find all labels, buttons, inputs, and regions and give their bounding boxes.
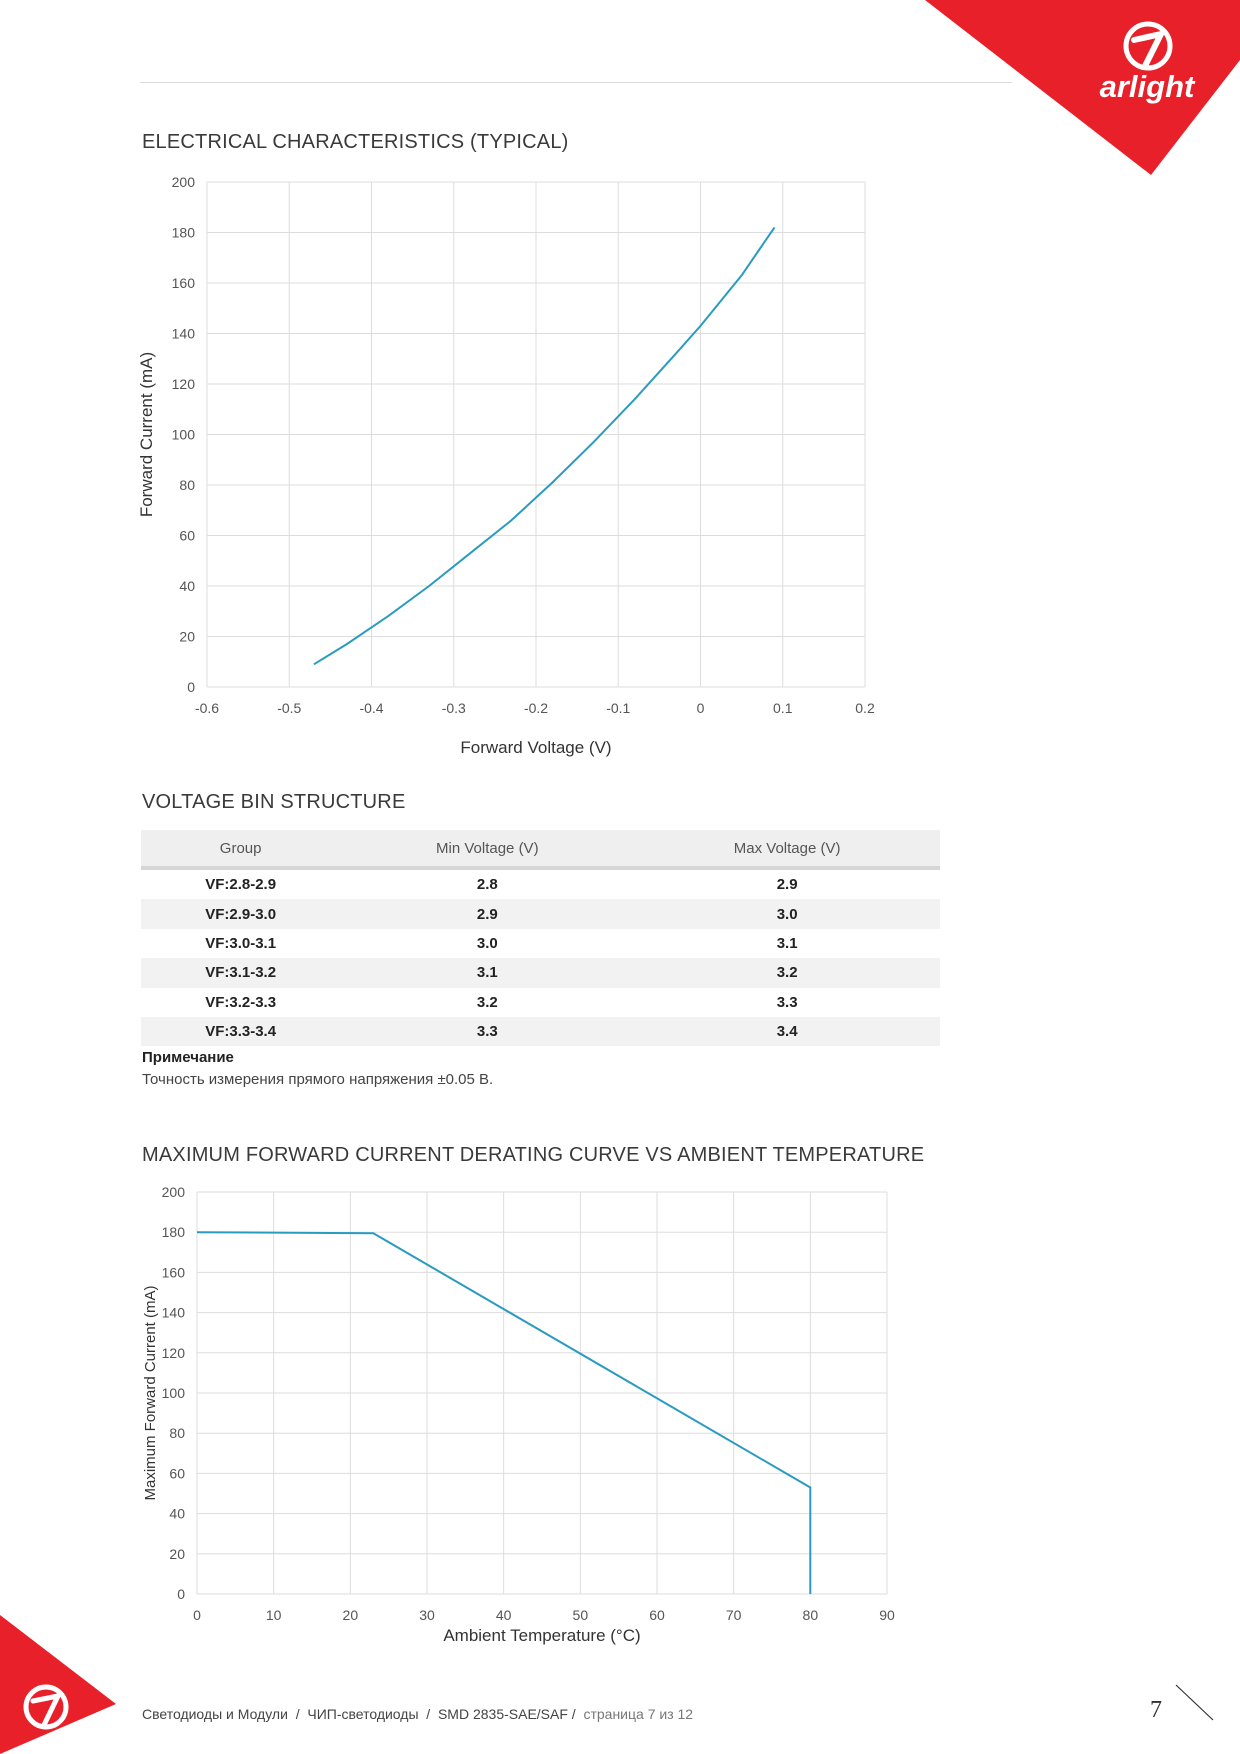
footer-page-info: страница 7 из 12 xyxy=(583,1706,694,1722)
x-tick-label: 0.2 xyxy=(855,700,875,716)
y-tick-label: 80 xyxy=(169,1425,185,1441)
header-max-voltage: Max Voltage (V) xyxy=(634,830,940,870)
x-tick-label: -0.6 xyxy=(195,700,219,716)
footer-separator: / xyxy=(426,1706,431,1722)
cell-max: 3.1 xyxy=(776,934,798,952)
x-tick-label: 30 xyxy=(419,1607,435,1623)
section-title-voltage-bin: VOLTAGE BIN STRUCTURE xyxy=(142,791,406,813)
section-title-electrical: ELECTRICAL CHARACTERISTICS (TYPICAL) xyxy=(142,131,569,153)
y-tick-label: 200 xyxy=(162,1184,186,1200)
cell-max: 3.0 xyxy=(634,899,940,929)
header-group: Group xyxy=(141,830,341,870)
footer-separator: / xyxy=(571,1706,576,1722)
note-title: Примечание xyxy=(142,1049,234,1066)
y-tick-label: 160 xyxy=(172,275,196,291)
arlight-logo-icon xyxy=(1123,21,1173,71)
table-row: VF:3.3-3.4 3.3 3.4 xyxy=(141,1016,940,1047)
y-tick-label: 20 xyxy=(169,1546,185,1562)
x-tick-label: 0.1 xyxy=(773,700,793,716)
footer-crumb-chip-leds[interactable]: ЧИП-светодиоды xyxy=(307,1706,419,1722)
y-tick-label: 0 xyxy=(177,1586,185,1602)
y-tick-label: 180 xyxy=(162,1224,186,1240)
cell-group: VF:3.2-3.3 xyxy=(205,993,277,1011)
table-row: VF:3.0-3.1 3.0 3.1 xyxy=(141,929,940,958)
cell-group: VF:3.1-3.2 xyxy=(141,958,341,988)
table-row: VF:2.8-2.9 2.8 2.9 xyxy=(141,868,940,899)
section-title-derating: MAXIMUM FORWARD CURRENT DERATING CURVE V… xyxy=(142,1144,925,1166)
y-tick-label: 180 xyxy=(172,225,196,241)
y-tick-label: 140 xyxy=(172,326,196,342)
x-tick-label: -0.2 xyxy=(524,700,548,716)
x-tick-label: 20 xyxy=(343,1607,359,1623)
y-tick-label: 140 xyxy=(162,1305,186,1321)
chart-derating-curve: 0 10 20 30 40 50 60 70 80 90 0 20 40 60 80 100 120 140 160… xyxy=(142,1184,895,1645)
cell-group: VF:3.3-3.4 xyxy=(141,1016,341,1047)
x-tick-label: -0.1 xyxy=(606,700,630,716)
cell-max: 3.4 xyxy=(634,1016,940,1047)
footer-crumb-product[interactable]: SMD 2835-SAE/SAF xyxy=(437,1706,568,1722)
table-row: VF:2.9-3.0 2.9 3.0 xyxy=(141,899,940,929)
cell-min: 3.1 xyxy=(340,958,635,988)
y-tick-label: 60 xyxy=(169,1465,185,1481)
footer-crumb-leds-modules[interactable]: Светодиоды и Модули xyxy=(142,1706,288,1722)
voltage-bin-table: Group Min Voltage (V) Max Voltage (V) VF… xyxy=(141,830,940,1047)
x-tick-label: -0.5 xyxy=(277,700,301,716)
y-tick-label: 60 xyxy=(179,528,195,544)
y-tick-label: 0 xyxy=(187,679,195,695)
arlight-corner-logo-icon xyxy=(23,1684,69,1730)
x-axis-title: Forward Voltage (V) xyxy=(460,738,611,757)
y-tick-label: 120 xyxy=(172,376,196,392)
table-header-row: Group Min Voltage (V) Max Voltage (V) xyxy=(141,830,940,870)
y-tick-label: 160 xyxy=(162,1264,186,1280)
table-row: VF:3.1-3.2 3.1 3.2 xyxy=(141,958,940,988)
x-tick-label: -0.3 xyxy=(442,700,466,716)
cell-min: 3.2 xyxy=(476,993,498,1011)
x-tick-label: 0 xyxy=(697,700,705,716)
y-axis-title: Maximum Forward Current (mA) xyxy=(142,1285,159,1500)
cell-min: 3.0 xyxy=(476,934,498,952)
y-tick-label: 80 xyxy=(179,477,195,493)
table-row: VF:3.2-3.3 3.2 3.3 xyxy=(141,988,940,1017)
series-line xyxy=(196,1231,812,1594)
x-tick-label: 90 xyxy=(879,1607,895,1623)
y-axis-title: Forward Current (mA) xyxy=(137,352,156,517)
y-tick-label: 40 xyxy=(179,578,195,594)
y-tick-label: 100 xyxy=(162,1385,186,1401)
y-tick-label: 20 xyxy=(179,629,195,645)
brand-logo-text: arlight xyxy=(1100,69,1196,104)
x-tick-label: 10 xyxy=(266,1607,282,1623)
cell-max: 3.3 xyxy=(776,993,798,1011)
cell-min: 2.8 xyxy=(476,876,498,894)
cell-max: 2.9 xyxy=(776,876,798,894)
header-min-voltage: Min Voltage (V) xyxy=(340,830,635,870)
x-tick-label: 40 xyxy=(496,1607,512,1623)
x-axis-title: Ambient Temperature (°C) xyxy=(443,1626,640,1645)
chart-forward-current: -0.6 -0.5 -0.4 -0.3 -0.2 -0.1 0 0.1 0.2 0 20 40 60 80… xyxy=(137,174,875,757)
footer-breadcrumb: Светодиоды и Модули / ЧИП-светодиоды / S… xyxy=(142,1706,693,1722)
y-tick-label: 120 xyxy=(162,1345,186,1361)
cell-group: VF:2.8-2.9 xyxy=(205,876,277,894)
x-tick-label: 0 xyxy=(193,1607,201,1623)
x-tick-label: 60 xyxy=(649,1607,665,1623)
cell-max: 3.2 xyxy=(634,958,940,988)
y-tick-label: 40 xyxy=(169,1506,185,1522)
x-tick-label: 80 xyxy=(803,1607,819,1623)
series-line xyxy=(313,226,776,666)
y-tick-label: 100 xyxy=(172,427,196,443)
cell-group: VF:3.0-3.1 xyxy=(205,934,277,952)
page-number: 7 xyxy=(1150,1697,1162,1723)
note-text: Точность измерения прямого напряжения ±0… xyxy=(142,1071,494,1088)
cell-min: 3.3 xyxy=(340,1016,635,1047)
y-tick-label: 200 xyxy=(172,174,196,190)
x-tick-label: -0.4 xyxy=(359,700,383,716)
brand-corner xyxy=(0,1615,116,1754)
cell-min: 2.9 xyxy=(340,899,635,929)
footer-separator: / xyxy=(295,1706,300,1722)
brand-banner: arlight xyxy=(925,0,1240,175)
page-corner-slash-icon xyxy=(1175,1684,1214,1721)
header-rule xyxy=(140,82,1012,83)
x-tick-label: 70 xyxy=(726,1607,742,1623)
x-tick-label: 50 xyxy=(573,1607,589,1623)
cell-group: VF:2.9-3.0 xyxy=(141,899,341,929)
